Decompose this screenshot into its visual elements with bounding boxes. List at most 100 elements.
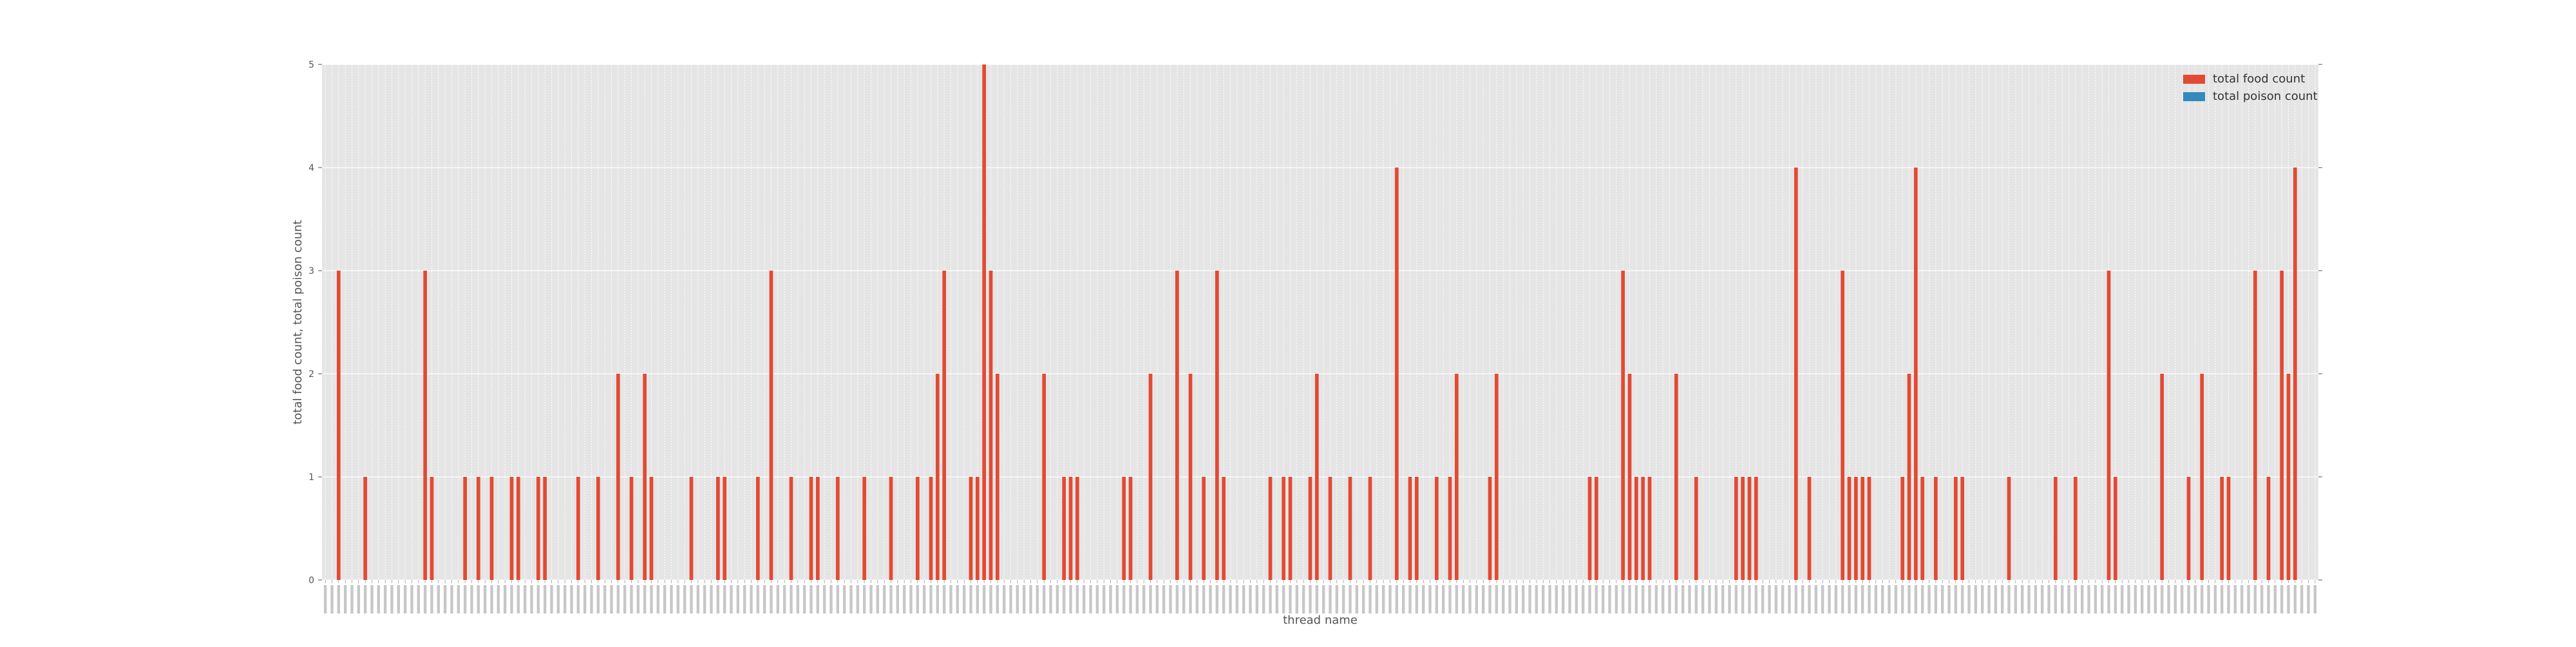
x-tick-label	[929, 585, 933, 613]
x-tick-label	[1708, 585, 1711, 613]
x-tick-label	[2180, 585, 2184, 613]
x-tick-label	[2040, 585, 2044, 613]
x-tick-label	[1049, 585, 1052, 613]
x-tick-label	[1581, 585, 1585, 613]
bar	[1694, 477, 1698, 580]
legend-swatch-poison	[2183, 92, 2205, 101]
x-tick-label	[1521, 585, 1525, 613]
bar	[935, 374, 940, 580]
x-tick-label	[1475, 585, 1479, 613]
x-tick-label	[1681, 585, 1685, 613]
x-tick-label	[2100, 585, 2104, 613]
x-tick-label	[1688, 585, 1691, 613]
x-tick-label	[1980, 585, 1984, 613]
y-tick-label: 1	[308, 472, 314, 483]
x-tick-label	[2267, 585, 2270, 613]
bar	[1494, 374, 1499, 580]
x-tick-label	[1249, 585, 1252, 613]
x-tick-label	[1741, 585, 1745, 613]
x-axis-label: thread name	[1283, 613, 1358, 627]
x-tick-label	[2140, 585, 2144, 613]
x-tick-label	[437, 585, 440, 613]
x-tick-label	[536, 585, 540, 613]
x-tick-label	[1927, 585, 1931, 613]
x-tick-label	[1042, 585, 1046, 613]
x-tick-label	[2220, 585, 2224, 613]
x-tick-label	[1694, 585, 1698, 613]
x-tick-label	[2247, 585, 2250, 613]
x-tick-label	[942, 585, 946, 613]
bar	[1434, 477, 1439, 580]
x-tick-label	[2047, 585, 2050, 613]
x-tick-label	[643, 585, 647, 613]
x-tick-label	[836, 585, 840, 613]
bar	[516, 477, 520, 580]
bar	[1128, 477, 1133, 580]
x-tick-label	[2060, 585, 2064, 613]
x-tick-label	[782, 585, 786, 613]
x-tick-label	[343, 585, 347, 613]
x-tick-label	[949, 585, 952, 613]
x-tick-label	[902, 585, 906, 613]
x-tick-label	[896, 585, 900, 613]
x-tick-label	[1415, 585, 1419, 613]
x-tick-label	[2193, 585, 2197, 613]
x-tick-label	[1734, 585, 1738, 613]
bar	[1328, 477, 1332, 580]
legend-label-food: total food count	[2213, 72, 2305, 86]
x-tick-label	[1155, 585, 1159, 613]
bar	[1627, 374, 1632, 580]
bar	[423, 271, 428, 580]
x-tick-label	[1082, 585, 1086, 613]
x-tick-label	[2120, 585, 2124, 613]
bar	[2073, 477, 2078, 580]
axis-layer: 0 1 2 3 4 5	[308, 60, 2322, 586]
bar	[1288, 477, 1293, 580]
bar	[1807, 477, 1812, 580]
bar	[1907, 374, 1911, 580]
bar	[2186, 477, 2191, 580]
x-tick-label	[2067, 585, 2070, 613]
bar	[2007, 477, 2011, 580]
bar	[715, 477, 720, 580]
x-tick-label	[1954, 585, 1958, 613]
x-tick-label	[1129, 585, 1132, 613]
bar	[2253, 271, 2257, 580]
x-tick-label	[457, 585, 460, 613]
x-tick-label	[1309, 585, 1312, 613]
x-tick-label	[397, 585, 401, 613]
x-tick-label	[2253, 585, 2257, 613]
x-tick-label	[2080, 585, 2084, 613]
x-tick-label	[516, 585, 520, 613]
x-tick-label	[1321, 585, 1325, 613]
x-tick-label	[2087, 585, 2090, 613]
x-tick-label	[829, 585, 833, 613]
bar	[1647, 477, 1652, 580]
x-tick-label	[2213, 585, 2217, 613]
bar	[1148, 374, 1153, 580]
bar	[1867, 477, 1871, 580]
x-tick-label	[1528, 585, 1531, 613]
x-tick-label	[1548, 585, 1551, 613]
x-tick-label	[1515, 585, 1519, 613]
x-tick-label	[1714, 585, 1718, 613]
x-tick-label	[1748, 585, 1751, 613]
x-tick-label	[1275, 585, 1279, 613]
bar	[576, 477, 580, 580]
x-tick-label	[869, 585, 873, 613]
x-tick-label	[443, 585, 447, 613]
x-tick-label	[1222, 585, 1226, 613]
x-tick-label	[543, 585, 547, 613]
plot-background	[322, 64, 2318, 580]
bar	[1747, 477, 1752, 580]
bar	[1282, 477, 1286, 580]
x-tick-label	[1608, 585, 1611, 613]
bar	[2200, 374, 2204, 580]
x-tick-label	[916, 585, 920, 613]
x-tick-label	[996, 585, 999, 613]
x-tick-label	[1375, 585, 1379, 613]
bar	[1408, 477, 1412, 580]
bar	[755, 477, 760, 580]
x-tick-label	[736, 585, 740, 613]
x-tick-label	[802, 585, 806, 613]
